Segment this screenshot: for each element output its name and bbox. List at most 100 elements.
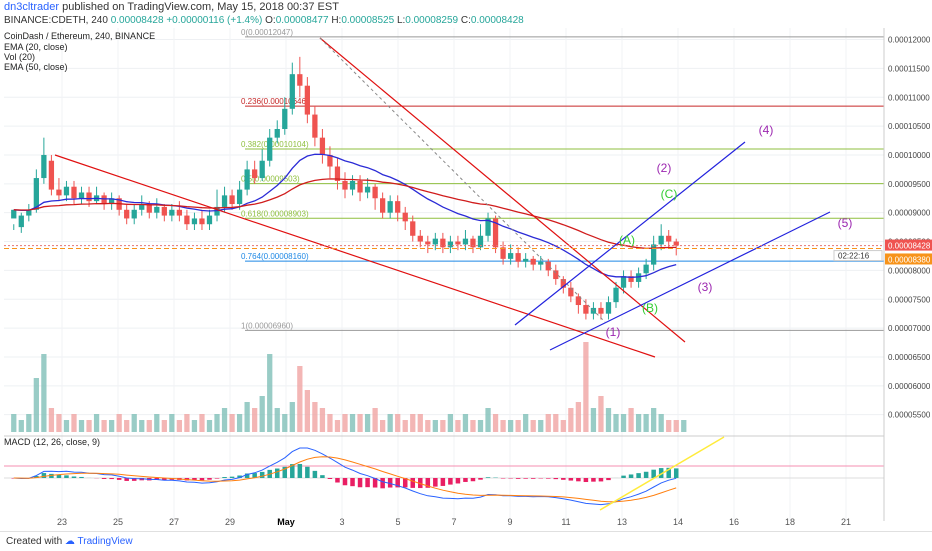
macd-hist-bar	[72, 476, 77, 478]
y-tick-label: 0.00010500	[888, 122, 931, 131]
volume-bar	[267, 354, 272, 432]
price-chart[interactable]: 0(0.00012047)0.236(0.00010646)0.382(0.00…	[0, 0, 932, 531]
candle-body	[19, 216, 24, 228]
volume-bar	[245, 402, 250, 432]
volume-bar	[357, 414, 362, 432]
volume-bar	[41, 354, 46, 432]
candle-body	[282, 109, 287, 129]
macd-legend[interactable]: MACD (12, 26, close, 9)	[4, 437, 100, 447]
volume-bar	[162, 420, 167, 432]
macd-hist-bar	[79, 477, 84, 478]
macd-hist-bar	[606, 478, 611, 480]
macd-hist-bar	[576, 478, 581, 481]
candle-body	[372, 187, 377, 199]
volume-bar	[327, 414, 332, 432]
candle-body	[275, 129, 280, 138]
candle-body	[177, 210, 182, 216]
candle-body	[49, 161, 54, 190]
ohlc-close: 0.00008428	[471, 15, 524, 26]
publisher-line: dn3cltrader published on TradingView.com…	[4, 1, 339, 14]
y-tick-label: 0.00011000	[888, 93, 930, 102]
fib-label: 0.764(0.00008160)	[241, 252, 309, 261]
ohlc-high: 0.00008525	[341, 15, 394, 26]
candle-body	[433, 239, 438, 245]
candle-body	[455, 242, 460, 245]
vol-legend[interactable]: Vol (20)	[4, 52, 35, 62]
volume-bar	[222, 408, 227, 432]
volume-bar	[388, 414, 393, 432]
volume-bar	[485, 408, 490, 432]
macd-line	[14, 448, 676, 505]
x-tick-label: 27	[169, 517, 179, 527]
current-price-value: 0.00008428	[888, 242, 931, 251]
macd-hist-bar	[109, 478, 114, 479]
candle-body	[418, 236, 423, 242]
macd-hist-bar	[561, 478, 566, 480]
macd-hist-bar	[471, 478, 476, 481]
ema20-legend[interactable]: EMA (20, close)	[4, 42, 68, 52]
macd-hist-bar	[636, 473, 641, 478]
x-tick-label: 11	[561, 517, 570, 527]
volume-bar	[561, 420, 566, 432]
volume-bar	[94, 414, 99, 432]
macd-hist-bar	[298, 464, 303, 478]
volume-bar	[192, 420, 197, 432]
candle-body	[260, 161, 265, 178]
publish-info: published on TradingView.com, May 15, 20…	[62, 1, 339, 13]
volume-bar	[19, 420, 24, 432]
candle-body	[500, 247, 505, 259]
macd-hist-bar	[64, 475, 69, 478]
macd-hist-bar	[599, 478, 604, 481]
ohlc-last: 0.00008428	[111, 15, 164, 26]
volume-bar	[56, 414, 61, 432]
macd-hist-bar	[516, 478, 521, 479]
wave-a-label: (A)	[619, 233, 635, 247]
candle-body	[267, 138, 272, 161]
volume-bar	[478, 420, 483, 432]
macd-hist-bar	[230, 477, 235, 478]
macd-hist-bar	[523, 478, 528, 479]
candle-body	[659, 236, 664, 245]
symbol-info: BINANCE:CDETH, 240	[4, 15, 108, 26]
footer-brand[interactable]: TradingView	[78, 536, 133, 547]
candle-body	[380, 198, 385, 212]
chart-grid	[4, 28, 884, 521]
chart-header: dn3cltrader published on TradingView.com…	[0, 0, 932, 28]
fib-label: 1(0.00006960)	[241, 321, 293, 330]
candle-body	[357, 181, 362, 193]
candle-body	[674, 242, 679, 246]
pair-title: CoinDash / Ethereum, 240, BINANCE	[4, 31, 155, 41]
y-tick-label: 0.00008000	[888, 266, 931, 275]
candlesticks	[11, 57, 679, 320]
macd-hist-bar	[320, 475, 325, 478]
candle-body	[568, 288, 573, 297]
macd-hist-bar	[674, 468, 679, 478]
candle-body	[538, 262, 543, 265]
x-tick-label: 14	[673, 517, 683, 527]
x-tick-label: May	[277, 517, 295, 527]
volume-bar	[297, 366, 302, 432]
wave-4-label: (4)	[759, 123, 774, 137]
macd-hist-bar	[380, 478, 385, 488]
ohlc-o-label: O:	[265, 15, 276, 26]
y-tick-label: 0.00007000	[888, 324, 931, 333]
publisher-user[interactable]: dn3cltrader	[4, 1, 59, 13]
ema50-legend[interactable]: EMA (50, close)	[4, 62, 68, 72]
channel-lower	[550, 212, 830, 350]
volume-bar	[184, 414, 189, 432]
y-tick-label: 0.00006000	[888, 382, 931, 391]
volume-bar	[546, 414, 551, 432]
macd-hist-bar	[200, 478, 205, 480]
macd-pane: 0.00000.00000.0000-0.0000-0.0000	[4, 436, 918, 517]
volume-bar	[621, 414, 626, 432]
macd-hist-bar	[584, 478, 589, 482]
wave-b-label: (B)	[642, 301, 658, 315]
candle-body	[312, 115, 317, 138]
x-tick-label: 23	[57, 517, 67, 527]
candle-body	[71, 187, 76, 199]
ohlc-low: 0.00008259	[405, 15, 458, 26]
candle-body	[523, 259, 528, 262]
volume-bar	[124, 420, 129, 432]
volume-bar	[177, 420, 182, 432]
volume-bar	[260, 396, 265, 432]
